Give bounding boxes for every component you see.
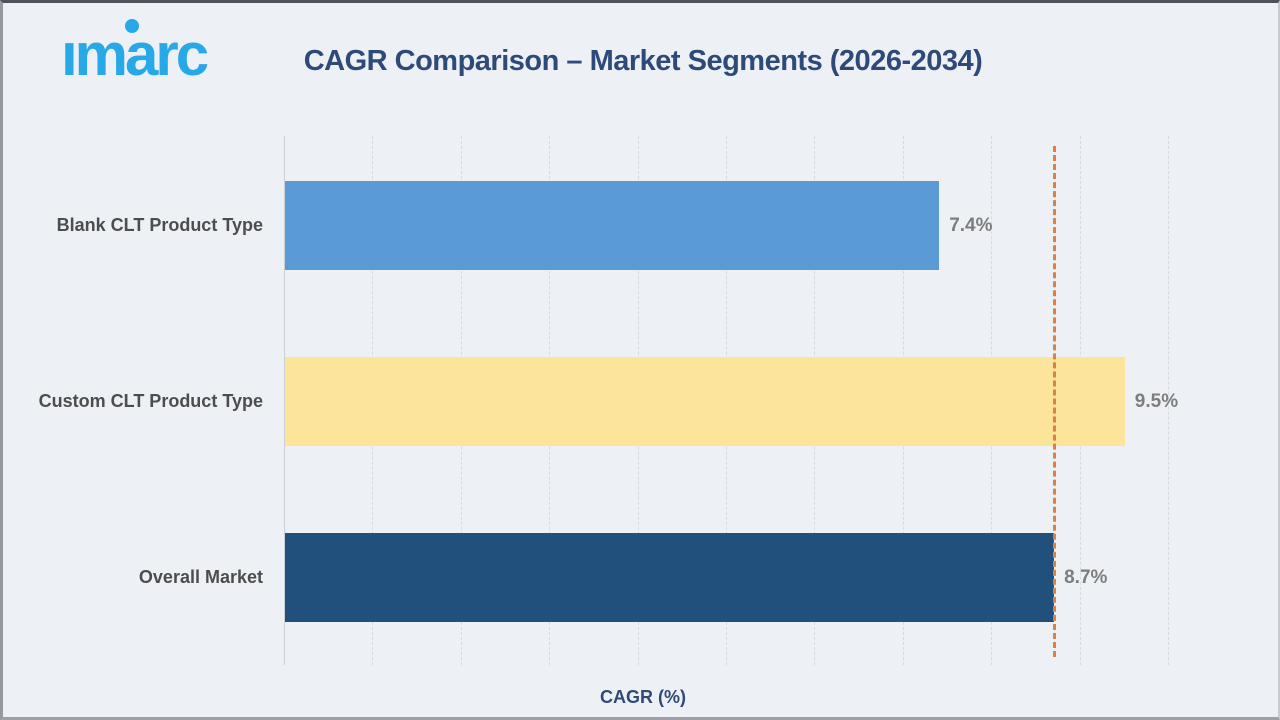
chart-title: CAGR Comparison – Market Segments (2026-… bbox=[303, 45, 983, 77]
category-label: Custom CLT Product Type bbox=[38, 391, 263, 411]
y-axis-line bbox=[284, 136, 285, 665]
bar bbox=[285, 181, 940, 270]
plot-area: 7.4% 9.5% 8.7% bbox=[284, 136, 1280, 665]
value-label: 9.5% bbox=[1134, 390, 1179, 412]
category-label: Overall Market bbox=[138, 567, 263, 587]
bar bbox=[285, 357, 1125, 446]
value-label: 8.7% bbox=[1064, 566, 1108, 588]
gridline bbox=[1168, 136, 1169, 665]
category-label: Blank CLT Product Type bbox=[56, 215, 263, 235]
x-axis-label: CAGR (%) bbox=[600, 687, 686, 707]
value-label: 7.4% bbox=[949, 214, 993, 236]
imarc-logo-dot bbox=[125, 19, 139, 33]
reference-line bbox=[1053, 146, 1057, 657]
bar bbox=[285, 533, 1055, 622]
imarc-logo-text: ımarc bbox=[61, 21, 209, 88]
imarc-logo: ımarc bbox=[61, 15, 281, 105]
